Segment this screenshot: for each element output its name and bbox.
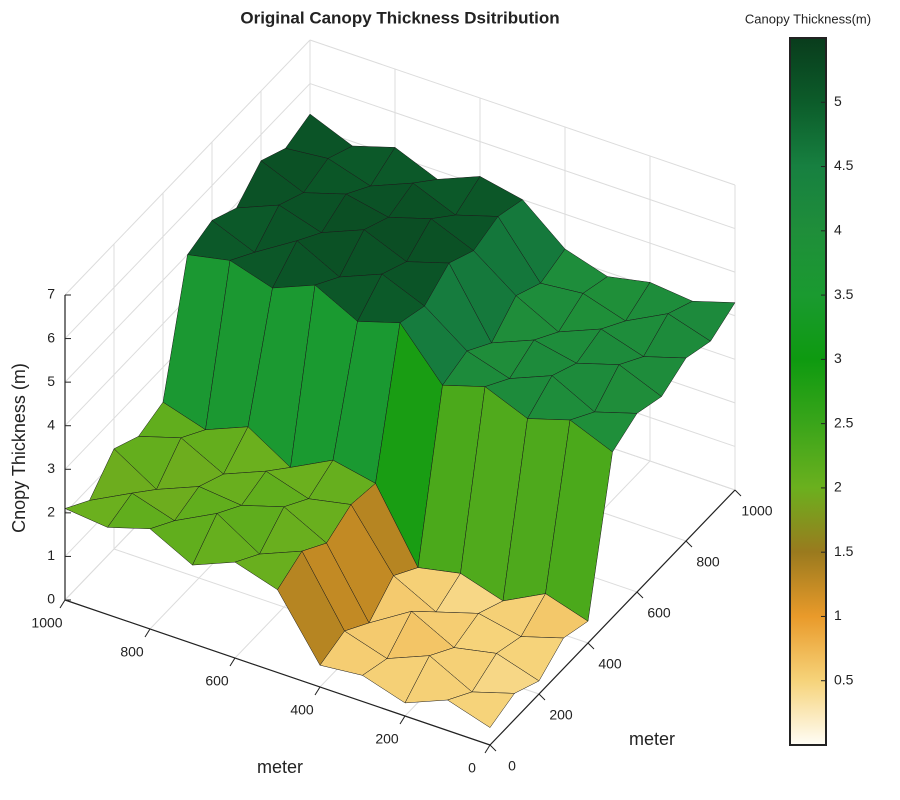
x-tick	[59, 599, 66, 609]
colorbar-title: Canopy Thickness(m)	[745, 11, 871, 26]
y-axis-title: meter	[629, 729, 675, 749]
x-tick	[229, 657, 236, 667]
z-tick-label: 1	[47, 547, 55, 563]
axis-line	[489, 489, 736, 746]
z-tick-label: 7	[47, 286, 55, 302]
x-tick	[314, 686, 321, 696]
y-tick	[587, 642, 595, 650]
z-tick-label: 4	[47, 416, 55, 432]
surface-cell	[446, 691, 515, 728]
y-tick-label: 800	[696, 554, 720, 570]
grid-line	[64, 83, 311, 339]
y-tick	[489, 744, 497, 752]
z-tick-label: 6	[47, 329, 55, 345]
x-tick	[144, 628, 151, 638]
grid-line	[309, 83, 736, 230]
colorbar-tick-label: 4	[834, 222, 842, 238]
colorbar-tick-label: 3	[834, 350, 842, 366]
x-tick-label: 200	[375, 731, 399, 747]
colorbar-tick-label: 3.5	[834, 286, 854, 302]
colorbar-tick-label: 2	[834, 479, 842, 495]
x-axis-title: meter	[257, 757, 303, 777]
y-tick-label: 200	[549, 707, 573, 723]
x-tick-label: 600	[205, 673, 229, 689]
colorbar-tick-label: 5	[834, 93, 842, 109]
z-axis-title: Cnopy Thickness (m)	[9, 363, 29, 533]
x-tick-label: 400	[290, 702, 314, 718]
y-tick	[636, 591, 644, 599]
x-tick-label: 800	[120, 644, 144, 660]
y-tick-label: 0	[508, 758, 516, 774]
colorbar-tick-label: 4.5	[834, 157, 854, 173]
colorbar-tick-label: 1	[834, 607, 842, 623]
colorbar	[789, 37, 827, 746]
z-tick-label: 3	[47, 460, 55, 476]
y-tick-label: 400	[598, 656, 622, 672]
x-tick	[399, 715, 406, 725]
y-tick-label: 1000	[741, 503, 772, 519]
z-tick-label: 5	[47, 373, 55, 389]
grid-line	[64, 39, 311, 296]
grid-line	[309, 39, 736, 186]
y-tick-label: 600	[647, 605, 671, 621]
colorbar-tick-label: 2.5	[834, 414, 854, 430]
colorbar-tick-label: 0.5	[834, 671, 854, 687]
colorbar-tick-label: 1.5	[834, 543, 854, 559]
x-tick	[484, 744, 491, 754]
axis-line	[64, 599, 491, 746]
x-tick-label: 0	[468, 760, 476, 776]
x-tick-label: 1000	[31, 615, 62, 631]
y-tick	[734, 489, 742, 497]
y-tick	[538, 693, 546, 701]
z-tick-label: 0	[47, 591, 55, 607]
y-tick	[685, 540, 693, 548]
z-tick-label: 2	[47, 504, 55, 520]
chart-title: Original Canopy Thickness Dsitribution	[240, 8, 559, 27]
